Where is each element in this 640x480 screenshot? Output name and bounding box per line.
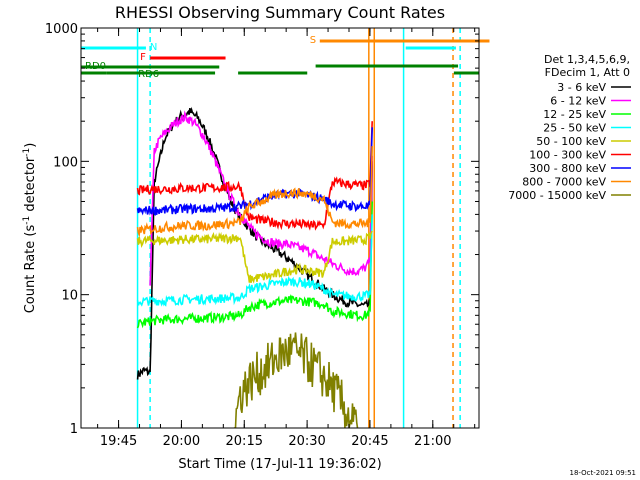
x-axis-label: Start Time (17-Jul-11 19:36:02) <box>178 457 381 472</box>
series-line <box>149 110 373 286</box>
y-label-main: Count Rate (s <box>23 225 38 314</box>
legend-label: 7000 - 15000 keV <box>508 189 606 202</box>
y-label-sup1: -1 <box>22 216 32 225</box>
legend-label: 25 - 50 keV <box>543 122 606 135</box>
y-axis-label: Count Rate (s-1 detector-1) <box>22 143 38 314</box>
plot-area: NFSRD0RD6 <box>81 28 490 428</box>
x-tick-label: 19:45 <box>100 434 137 449</box>
legend-label: 300 - 800 keV <box>529 162 606 175</box>
axes: 19:45 20:00 20:15 20:30 20:45 21:00 1 10 100 1000 <box>45 22 480 449</box>
legend-header: Det 1,3,4,5,6,9, <box>544 53 630 66</box>
plot-frame <box>80 27 480 429</box>
y-tick-label: 1 <box>70 422 78 437</box>
legend-label: 6 - 12 keV <box>550 95 606 108</box>
x-tick-label: 21:00 <box>414 434 451 449</box>
legend-label: 3 - 6 keV <box>557 81 606 94</box>
footer-stamp: 18-Oct-2021 09:51 <box>570 469 636 477</box>
legend-label: 50 - 100 keV <box>536 135 606 148</box>
series-line <box>136 121 373 231</box>
y-label-mid: detector <box>23 156 38 216</box>
x-tick-label: 20:45 <box>351 434 388 449</box>
y-tick-label: 1000 <box>45 22 78 37</box>
flag-label: RD0 <box>85 61 106 72</box>
y-label-end: ) <box>23 143 38 148</box>
series-line <box>233 332 359 428</box>
legend-label: 100 - 300 keV <box>529 149 606 162</box>
x-tick-label: 20:00 <box>163 434 200 449</box>
y-label-sup2: -1 <box>22 148 32 157</box>
chart-title: RHESSI Observing Summary Count Rates <box>115 3 445 22</box>
legend: Det 1,3,4,5,6,9,FDecim 1, Att 0 3 - 6 keV… <box>508 53 631 202</box>
x-tick-label: 20:30 <box>288 434 325 449</box>
series-line <box>136 214 373 307</box>
flag-label: S <box>310 35 316 46</box>
y-tick-label: 100 <box>53 155 78 170</box>
y-tick-label: 10 <box>61 289 78 304</box>
flag-label: N <box>150 42 157 53</box>
legend-header: FDecim 1, Att 0 <box>545 66 630 79</box>
series-line <box>136 230 373 284</box>
x-tick-label: 20:15 <box>226 434 263 449</box>
legend-label: 12 - 25 keV <box>543 108 606 121</box>
series-line <box>136 201 373 329</box>
legend-label: 800 - 7000 keV <box>522 176 606 189</box>
flag-label: F <box>140 52 146 63</box>
series-line <box>136 146 373 238</box>
